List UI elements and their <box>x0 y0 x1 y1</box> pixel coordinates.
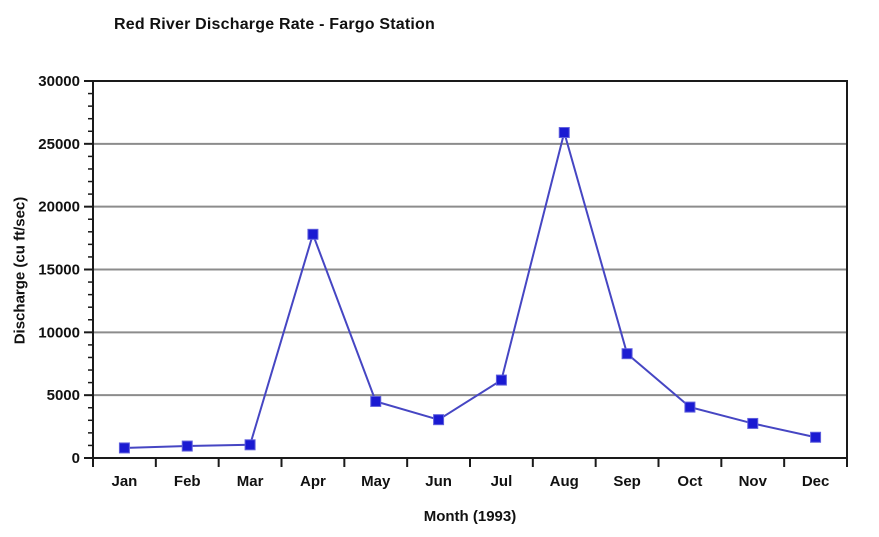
data-point-jul <box>495 374 507 386</box>
data-point-feb <box>181 440 193 452</box>
data-point-sep <box>621 348 633 360</box>
data-point-aug <box>558 127 570 139</box>
x-tick-label-apr: Apr <box>300 473 326 490</box>
x-tick-label-dec: Dec <box>802 473 830 490</box>
y-tick-label-25000: 25000 <box>38 136 80 153</box>
x-tick-label-oct: Oct <box>677 473 702 490</box>
y-tick-label-30000: 30000 <box>38 73 80 90</box>
x-tick-label-nov: Nov <box>739 473 768 490</box>
data-point-jan <box>118 442 130 454</box>
series-line-discharge <box>124 128 816 449</box>
x-tick-label-mar: Mar <box>237 473 264 490</box>
data-point-jun <box>433 414 445 426</box>
x-tick-label-jul: Jul <box>491 473 513 490</box>
y-tick-label-15000: 15000 <box>38 262 80 279</box>
y-tick-label-5000: 5000 <box>47 387 80 404</box>
x-tick-label-jan: Jan <box>111 473 137 490</box>
data-point-may <box>370 395 382 407</box>
data-point-oct <box>684 401 696 413</box>
data-point-nov <box>747 417 759 429</box>
x-tick-label-feb: Feb <box>174 473 201 490</box>
y-tick-label-10000: 10000 <box>38 324 80 341</box>
x-tick-label-may: May <box>361 473 391 490</box>
y-tick-label-20000: 20000 <box>38 199 80 216</box>
data-point-mar <box>244 439 256 451</box>
data-point-dec <box>810 431 822 443</box>
x-tick-label-aug: Aug <box>550 473 579 490</box>
x-tick-label-jun: Jun <box>425 473 452 490</box>
x-tick-label-sep: Sep <box>613 473 641 490</box>
y-tick-label-0: 0 <box>72 450 80 467</box>
x-axis-title: Month (1993) <box>423 508 517 525</box>
data-point-apr <box>307 228 319 240</box>
chart-title: Red River Discharge Rate - Fargo Station <box>114 16 435 33</box>
